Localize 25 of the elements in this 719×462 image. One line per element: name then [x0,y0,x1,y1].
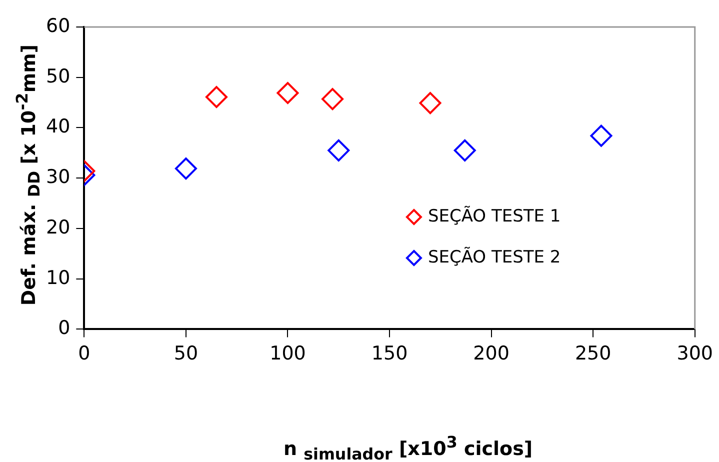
x-tick-label: 300 [676,342,713,365]
legend-label: SEÇÃO TESTE 2 [428,246,561,268]
x-tick-label: 250 [574,342,612,365]
y-tick-label: 50 [46,65,70,88]
x-tick-label: 50 [174,342,198,365]
point [419,92,442,114]
y-tick-label: 30 [46,166,70,188]
y-tick-label: 10 [46,266,70,289]
point [322,88,344,110]
y-tick-label: 20 [46,216,70,238]
y-tick-label: 60 [46,14,70,37]
x-tick-label: 200 [473,342,510,365]
point [205,86,228,108]
point [276,82,299,104]
x-axis-title: n $_{simulador}$ [x10$^{3}$ ciclos] [283,432,533,462]
x-tick-label: 100 [270,342,306,365]
x-tick-label: 0 [78,342,90,365]
y-tick-label: 40 [46,116,70,138]
point [328,139,350,162]
point [174,158,197,180]
legend-label: SEÇÃO TESTE 1 [428,205,561,226]
y-tick-label: 0 [58,317,70,340]
x-tick-label: 150 [371,342,408,365]
point [454,139,476,162]
point [590,124,612,147]
